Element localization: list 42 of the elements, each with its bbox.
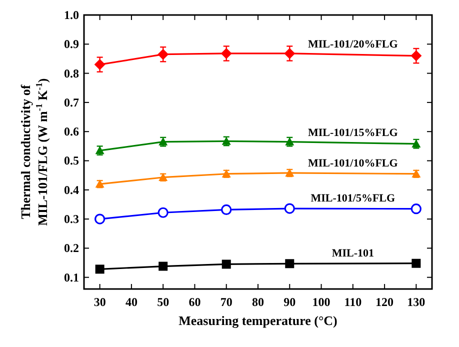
point bbox=[220, 48, 232, 59]
y-tick-label: 0.7 bbox=[64, 95, 79, 110]
point bbox=[158, 262, 168, 271]
y-tick-label: 0.3 bbox=[64, 212, 79, 226]
point bbox=[222, 260, 231, 269]
y-tick-label: 0.1 bbox=[64, 270, 79, 284]
series-label: MIL-101/15%FLG bbox=[308, 126, 398, 139]
point bbox=[285, 259, 294, 268]
y-tick-label: 1.0 bbox=[64, 8, 79, 22]
y-tick-label: 0.6 bbox=[64, 124, 79, 139]
x-tick-label: 110 bbox=[344, 295, 362, 309]
point bbox=[284, 48, 296, 59]
point bbox=[158, 48, 169, 60]
point bbox=[158, 207, 168, 218]
x-tick-label: 100 bbox=[312, 295, 330, 309]
x-tick-label: 70 bbox=[220, 295, 232, 309]
x-tick-label: 90 bbox=[284, 295, 296, 309]
y-tick-label: 0.4 bbox=[64, 182, 79, 197]
series-label: MIL-101/20%FLG bbox=[308, 38, 398, 51]
x-tick-label: 60 bbox=[188, 295, 201, 309]
y-tick-label: 0.2 bbox=[64, 241, 79, 256]
x-axis-title: Measuring temperature (°C) bbox=[178, 313, 338, 328]
y-tick-label: 0.9 bbox=[64, 37, 79, 52]
series-label: MIL-101/5%FLG bbox=[310, 192, 396, 205]
point bbox=[284, 203, 295, 214]
point bbox=[94, 59, 106, 70]
point bbox=[94, 214, 106, 224]
point bbox=[221, 204, 232, 216]
x-tick-label: 30 bbox=[94, 295, 106, 309]
series-label: MIL-101/10%FLG bbox=[308, 157, 398, 170]
x-tick-label: 50 bbox=[157, 295, 170, 309]
point bbox=[410, 50, 422, 62]
y-tick-label: 0.5 bbox=[64, 154, 79, 168]
x-tick-label: 80 bbox=[252, 295, 264, 309]
y-tick-label: 0.8 bbox=[64, 66, 79, 80]
point bbox=[410, 204, 422, 214]
x-tick-label: 120 bbox=[376, 295, 394, 309]
point bbox=[412, 258, 421, 268]
point bbox=[95, 264, 104, 274]
series-label: MIL-101 bbox=[332, 247, 374, 260]
x-tick-label: 40 bbox=[125, 295, 138, 309]
x-tick-label: 130 bbox=[407, 295, 426, 309]
